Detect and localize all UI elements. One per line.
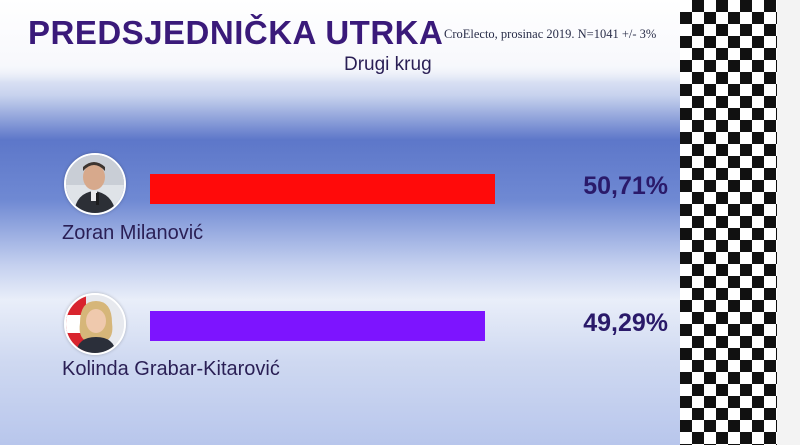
percent-label: 50,71%: [583, 172, 668, 200]
poll-source: CroElecto, prosinac 2019. N=1041 +/- 3%: [444, 27, 657, 41]
percent-label: 49,29%: [583, 309, 668, 337]
checkered-flag: [680, 0, 777, 445]
bar-milanovic: [150, 174, 495, 204]
woman-portrait-icon: [64, 293, 126, 355]
candidate-name: Kolinda Grabar-Kitarović: [62, 358, 280, 380]
chart-subtitle: Drugi krug: [344, 54, 432, 75]
bar-track: [150, 174, 800, 204]
bar-grabar-kitarovic: [150, 311, 486, 341]
man-portrait-icon: [64, 153, 126, 215]
right-edge: [777, 0, 800, 445]
chart-title: PREDSJEDNIČKA UTRKA: [28, 14, 444, 51]
header-band: PREDSJEDNIČKA UTRKA CroElecto, prosinac …: [0, 0, 680, 82]
bar-track: [150, 311, 800, 341]
candidate-name: Zoran Milanović: [62, 222, 204, 244]
